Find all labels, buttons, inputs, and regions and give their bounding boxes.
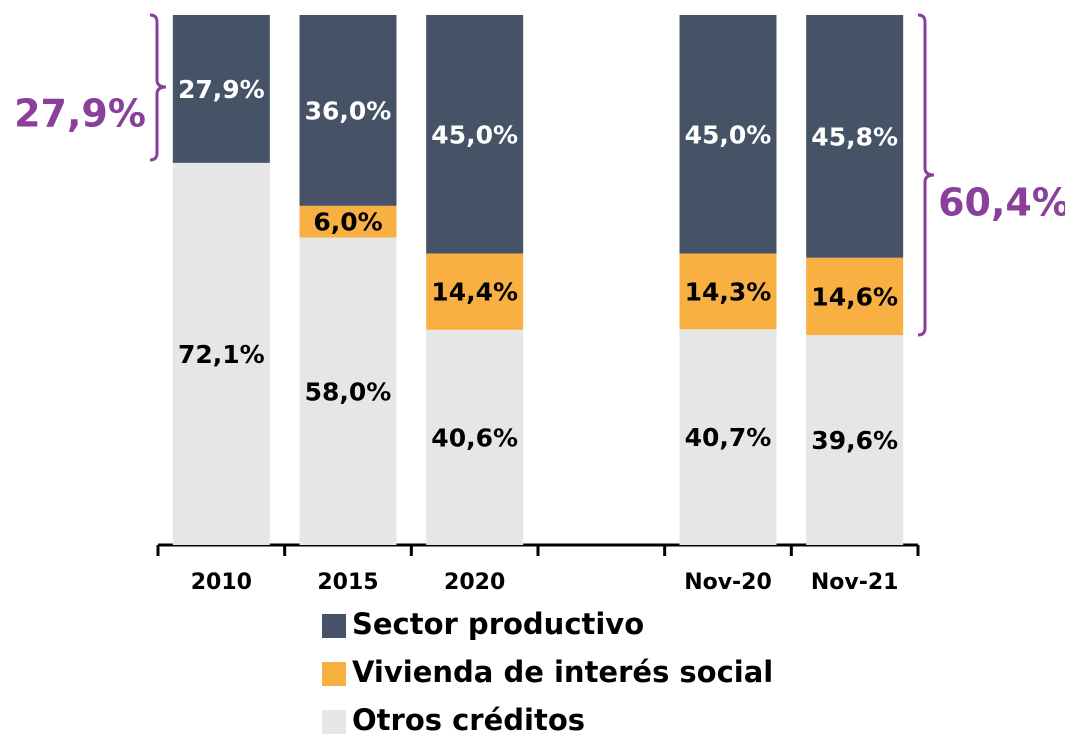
bar-segment xyxy=(806,335,904,545)
brace xyxy=(917,13,935,337)
x-tick-label: 2020 xyxy=(444,570,505,595)
value-label: 14,4% xyxy=(431,278,518,307)
value-label: 6,0% xyxy=(313,208,382,237)
bar-segment xyxy=(426,329,524,545)
bar-segment xyxy=(679,15,777,254)
annotation: 60,4% xyxy=(938,181,1065,225)
bar-segment xyxy=(172,15,270,163)
value-label: 40,6% xyxy=(431,423,518,452)
value-label: 36,0% xyxy=(305,96,392,125)
legend-swatch xyxy=(322,614,346,638)
legend-label: Vivienda de interés social xyxy=(352,655,773,689)
x-tick-label: Nov-21 xyxy=(811,570,899,595)
brace xyxy=(149,13,167,162)
legend-swatch xyxy=(322,710,346,734)
bar-segment xyxy=(299,205,397,238)
bar-segment xyxy=(172,162,270,545)
value-label: 45,0% xyxy=(431,120,518,149)
x-tick-label: 2010 xyxy=(191,570,252,595)
value-label: 45,0% xyxy=(685,120,772,149)
bar-segment xyxy=(679,329,777,545)
bar-segment xyxy=(679,253,777,330)
annotation: 27,9% xyxy=(14,92,146,136)
bar-segment xyxy=(426,15,524,254)
legend-swatch xyxy=(322,662,346,686)
x-tick-label: Nov-20 xyxy=(684,570,772,595)
value-label: 45,8% xyxy=(811,122,898,151)
bar-segment xyxy=(806,257,904,336)
legend-label: Otros créditos xyxy=(352,703,585,735)
value-label: 27,9% xyxy=(178,75,265,104)
bar-segment xyxy=(299,15,397,206)
bar-segment xyxy=(806,15,904,258)
bar-segment xyxy=(299,237,397,545)
legend-label: Sector productivo xyxy=(352,607,644,641)
x-tick-label: 2015 xyxy=(317,570,378,595)
value-label: 14,6% xyxy=(811,282,898,311)
value-label: 40,7% xyxy=(685,423,772,452)
value-label: 58,0% xyxy=(305,377,392,406)
value-label: 72,1% xyxy=(178,340,265,369)
value-label: 39,6% xyxy=(811,426,898,455)
bar-segment xyxy=(426,253,524,330)
value-label: 14,3% xyxy=(685,277,772,306)
